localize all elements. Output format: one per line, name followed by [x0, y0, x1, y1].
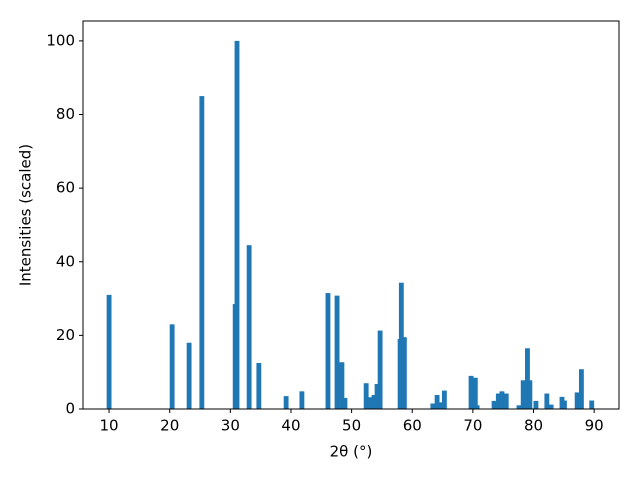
bar: [516, 405, 522, 409]
bar: [520, 380, 526, 409]
x-tick-label: 30: [221, 417, 240, 435]
y-tick-label: 0: [65, 400, 75, 418]
bar: [199, 96, 205, 409]
bar: [562, 400, 567, 409]
x-tick-label: 80: [524, 417, 543, 435]
y-tick-label: 20: [56, 326, 75, 344]
x-axis-label: 2θ (°): [330, 443, 373, 461]
bar: [474, 405, 480, 409]
y-tick-label: 60: [56, 179, 75, 197]
x-tick-label: 90: [585, 417, 604, 435]
bar: [533, 400, 539, 409]
bar: [342, 397, 348, 409]
bar: [374, 383, 380, 409]
bar: [499, 391, 505, 409]
bar: [589, 400, 595, 409]
x-tick-label: 60: [403, 417, 422, 435]
plot-frame: [82, 20, 620, 410]
bar: [430, 403, 436, 409]
y-axis-label: Intensities (scaled): [17, 144, 35, 286]
bar: [468, 375, 474, 409]
bar: [544, 393, 550, 409]
bar: [325, 293, 331, 409]
bar: [299, 391, 305, 409]
bar: [491, 400, 497, 409]
y-tick-label: 80: [56, 105, 75, 123]
bar: [377, 330, 383, 409]
bar: [548, 404, 554, 409]
bar: [472, 377, 478, 409]
bar: [527, 380, 533, 409]
bar: [246, 245, 252, 409]
bar: [574, 392, 580, 409]
bar: [106, 294, 112, 409]
bar: [398, 282, 404, 409]
bar: [363, 383, 369, 409]
x-tick-label: 20: [160, 417, 179, 435]
bar: [371, 395, 377, 409]
bar: [441, 390, 447, 409]
bar: [367, 397, 373, 409]
bar: [339, 362, 345, 409]
x-tick-label: 50: [342, 417, 361, 435]
bar: [234, 40, 240, 409]
bar: [256, 362, 262, 409]
bar: [578, 369, 584, 409]
y-tick-label: 40: [56, 252, 75, 270]
x-tick-label: 70: [463, 417, 482, 435]
y-tick-label: 100: [46, 31, 75, 49]
bar: [495, 393, 501, 409]
bar: [438, 402, 444, 409]
bar: [283, 396, 289, 409]
bar: [169, 324, 175, 409]
bar: [503, 393, 509, 409]
bar: [434, 395, 440, 409]
bar: [401, 337, 407, 409]
bar: [525, 348, 530, 409]
x-tick-label: 40: [281, 417, 300, 435]
bar: [186, 342, 192, 409]
x-tick-label: 10: [100, 417, 119, 435]
bar: [334, 295, 340, 409]
